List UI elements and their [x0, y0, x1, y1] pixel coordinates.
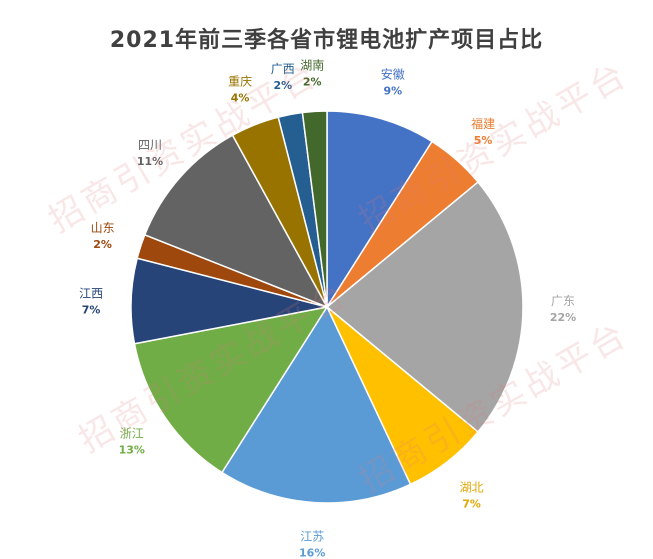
slice-label-name: 广东 [551, 294, 575, 308]
slice-label-name: 福建 [471, 116, 495, 131]
pie-slices [130, 110, 524, 504]
slice-label-value: 7% [462, 498, 481, 511]
slice-label-name: 浙江 [120, 427, 144, 441]
slice-label-value: 11% [137, 155, 163, 168]
slice-label-value: 9% [383, 84, 402, 97]
slice-label-value: 2% [303, 76, 322, 89]
pie-slice-5 [133, 305, 329, 474]
slice-label-name: 重庆 [228, 75, 252, 89]
chart-title: 2021年前三季各省市锂电池扩产项目占比 [109, 28, 544, 53]
slice-label-value: 13% [119, 444, 145, 457]
slice-label-value: 4% [231, 92, 250, 105]
slice-label-name: 安徽 [381, 66, 405, 81]
pie-slice-8 [143, 134, 329, 309]
slice-label-name: 湖南 [300, 58, 324, 73]
pie-slice-11 [301, 110, 328, 308]
slice-label-value: 2% [93, 238, 112, 251]
slice-label-name: 湖北 [460, 480, 484, 495]
slice-label-name: 四川 [138, 138, 162, 152]
slice-label-value: 2% [273, 79, 292, 92]
slice-label-value: 7% [82, 304, 101, 317]
slice-label-name: 山东 [91, 221, 115, 235]
slice-label-name: 江西 [79, 287, 103, 301]
pie-slice-2 [325, 181, 524, 433]
slice-label-value: 22% [550, 311, 576, 324]
pie-slice-0 [326, 110, 434, 310]
slice-label-name: 广西 [271, 62, 295, 76]
slice-label-name: 江苏 [300, 530, 324, 544]
pie-labels: 安徽 9% 福建 5% 广东 22% 湖北 7% 江苏 16% 浙江 13% 江西 7% 山东 2% 四川 11%… [79, 58, 576, 559]
slice-label-value: 5% [474, 134, 493, 147]
pie-slice-4 [220, 305, 412, 504]
slice-label-value: 16% [299, 547, 325, 559]
